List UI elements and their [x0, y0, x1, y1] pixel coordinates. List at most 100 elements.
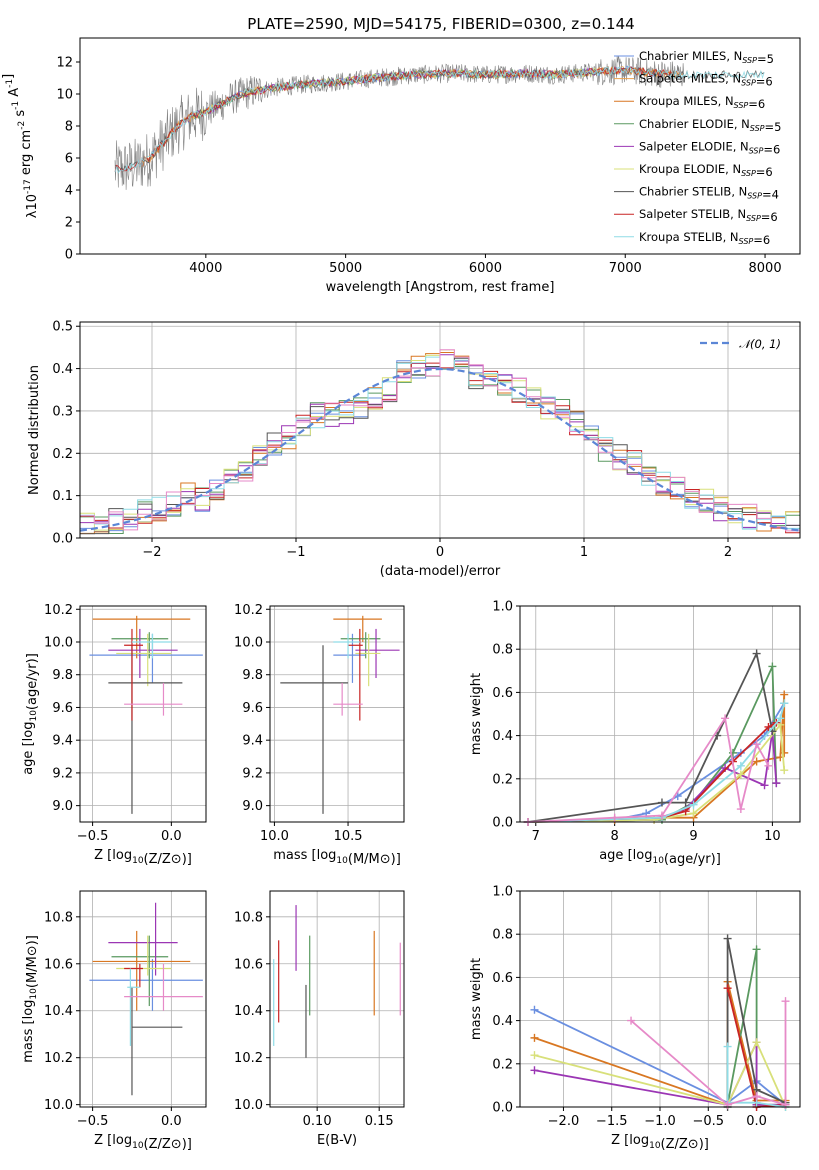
y-tick-label: 9.6 — [242, 701, 263, 716]
data-point-marker — [530, 1051, 539, 1060]
y-tick-label: 10.6 — [44, 957, 73, 972]
y-tick-label: 0.0 — [52, 532, 73, 547]
legend-label: Kroupa MILES, NSSP=6 — [639, 94, 765, 111]
y-tick-label: 10.6 — [234, 957, 263, 972]
data-point-marker — [780, 748, 789, 757]
x-tick-label: −0.5 — [77, 829, 109, 844]
x-tick-label: −2 — [142, 545, 161, 560]
axes-frame — [79, 37, 801, 255]
x-tick-label: 2 — [724, 545, 732, 560]
data-point-marker — [721, 714, 730, 723]
y-tick-label: 0.3 — [52, 404, 73, 419]
axes-frame — [79, 321, 801, 539]
data-point-marker — [530, 1033, 539, 1042]
mass_vs_Z-panel: −0.5 0.0 10.0 10.2 10.4 10.6 10.8 Z [log10(Z/Z⊙… — [21, 890, 207, 1152]
x-tick-label: −2.0 — [548, 1114, 580, 1129]
axes-frame — [79, 890, 207, 1108]
y-tick-label: 9.8 — [242, 668, 263, 683]
y-axis-label: mass weight — [469, 673, 484, 755]
data-point-marker — [736, 805, 745, 814]
x-axis-label: Z [log10(Z/Z⊙)] — [611, 1133, 709, 1152]
y-tick-label: 8 — [65, 120, 73, 135]
y-tick-label: 0.0 — [492, 1101, 513, 1116]
data-point-marker — [764, 722, 773, 731]
data-point-marker — [530, 1066, 539, 1075]
data-point-marker — [752, 649, 761, 658]
x-tick-label: 10.5 — [334, 829, 363, 844]
model-spectrum-kroupa_stelib — [114, 65, 765, 174]
data-point-marker — [689, 809, 698, 818]
data-point-marker — [610, 813, 619, 822]
x-tick-label: 0.0 — [161, 829, 182, 844]
y-tick-label: 10.0 — [44, 636, 73, 651]
legend-label: Chabrier STELIB, NSSP=4 — [639, 185, 779, 202]
y-tick-label: 9.2 — [242, 766, 263, 781]
x-tick-label: 0.10 — [303, 1114, 332, 1129]
data-point-marker — [689, 800, 698, 809]
x-tick-label: 1 — [580, 545, 588, 560]
x-axis-label: Z [log10(Z/Z⊙)] — [94, 848, 192, 867]
x-tick-label: 0.15 — [365, 1114, 394, 1129]
y-tick-label: 10.0 — [234, 1098, 263, 1113]
y-tick-label: 10.8 — [234, 910, 263, 925]
legend-label: Salpeter ELODIE, NSSP=6 — [639, 139, 780, 156]
figure-title: PLATE=2590, MJD=54175, FIBERID=0300, z=0… — [247, 15, 634, 33]
data-point-marker — [723, 1042, 732, 1051]
x-axis-label: Z [log10(Z/Z⊙)] — [94, 1133, 192, 1152]
data-point-marker — [657, 798, 666, 807]
data-point-marker — [752, 757, 761, 766]
y-tick-label: 10.2 — [234, 1051, 263, 1066]
x-tick-label: −0.5 — [692, 1114, 724, 1129]
y-tick-label: 9.4 — [52, 734, 73, 749]
data-point-marker — [764, 761, 773, 770]
data-point-marker — [780, 766, 789, 775]
x-tick-label: 7000 — [609, 261, 642, 276]
y-tick-label: 9.8 — [52, 668, 73, 683]
x-tick-label: 0.0 — [746, 1114, 767, 1129]
x-axis-label: age [log10(age/yr)] — [599, 848, 721, 867]
data-point-marker — [736, 770, 745, 779]
series-line-kroupa_elodie — [534, 1040, 787, 1108]
data-point-marker — [657, 811, 666, 820]
legend-label: Kroupa STELIB, NSSP=6 — [639, 230, 770, 247]
series-line-chabrier_miles — [534, 1008, 787, 1106]
data-point-marker — [768, 662, 777, 671]
axes-frame — [79, 605, 207, 823]
data-point-marker — [780, 699, 789, 708]
y-tick-label: 12 — [56, 56, 73, 71]
y-axis-label: mass [log10(M/M⊙)] — [21, 935, 40, 1063]
data-point-marker — [723, 1100, 732, 1109]
x-tick-label: 8 — [611, 829, 619, 844]
legend-label: Salpeter STELIB, NSSP=6 — [639, 207, 778, 224]
y-tick-label: 9.4 — [242, 734, 263, 749]
y-tick-label: 9.2 — [52, 766, 73, 781]
x-tick-label: 7 — [532, 829, 540, 844]
data-point-marker — [723, 984, 732, 993]
y-tick-label: 4 — [65, 184, 73, 199]
x-axis-label: wavelength [Angstrom, rest frame] — [326, 280, 555, 295]
axes-frame — [519, 890, 801, 1108]
y-tick-label: 0.0 — [492, 816, 513, 831]
x-axis-label: mass [log10(M/M⊙)] — [273, 848, 401, 867]
data-point-marker — [752, 945, 761, 954]
y-tick-label: 0.4 — [492, 729, 513, 744]
y-tick-label: 0.1 — [52, 489, 73, 504]
y-tick-label: 10 — [56, 88, 73, 103]
y-tick-label: 0.5 — [52, 320, 73, 335]
y-tick-label: 2 — [65, 216, 73, 231]
x-tick-label: 5000 — [329, 261, 362, 276]
legend-label: Salpeter MILES, NSSP=6 — [639, 72, 773, 89]
y-tick-label: 1.0 — [492, 600, 513, 615]
y-tick-label: 9.6 — [52, 701, 73, 716]
x-axis-label: (data-model)/error — [380, 564, 501, 579]
y-tick-label: 0.6 — [492, 686, 513, 701]
y-tick-label: 10.8 — [44, 910, 73, 925]
residuals-panel: −2 −1 0 1 2 0.0 0.1 0.2 0.3 0.4 0.5 (data-model)/er… — [27, 320, 801, 579]
y-tick-label: 1.0 — [492, 885, 513, 900]
axes-frame — [269, 890, 405, 1108]
data-point-marker — [780, 690, 789, 699]
y-tick-label: 0.4 — [492, 1014, 513, 1029]
x-tick-label: 6000 — [469, 261, 502, 276]
y-tick-label: 10.2 — [44, 603, 73, 618]
data-point-marker — [772, 779, 781, 788]
